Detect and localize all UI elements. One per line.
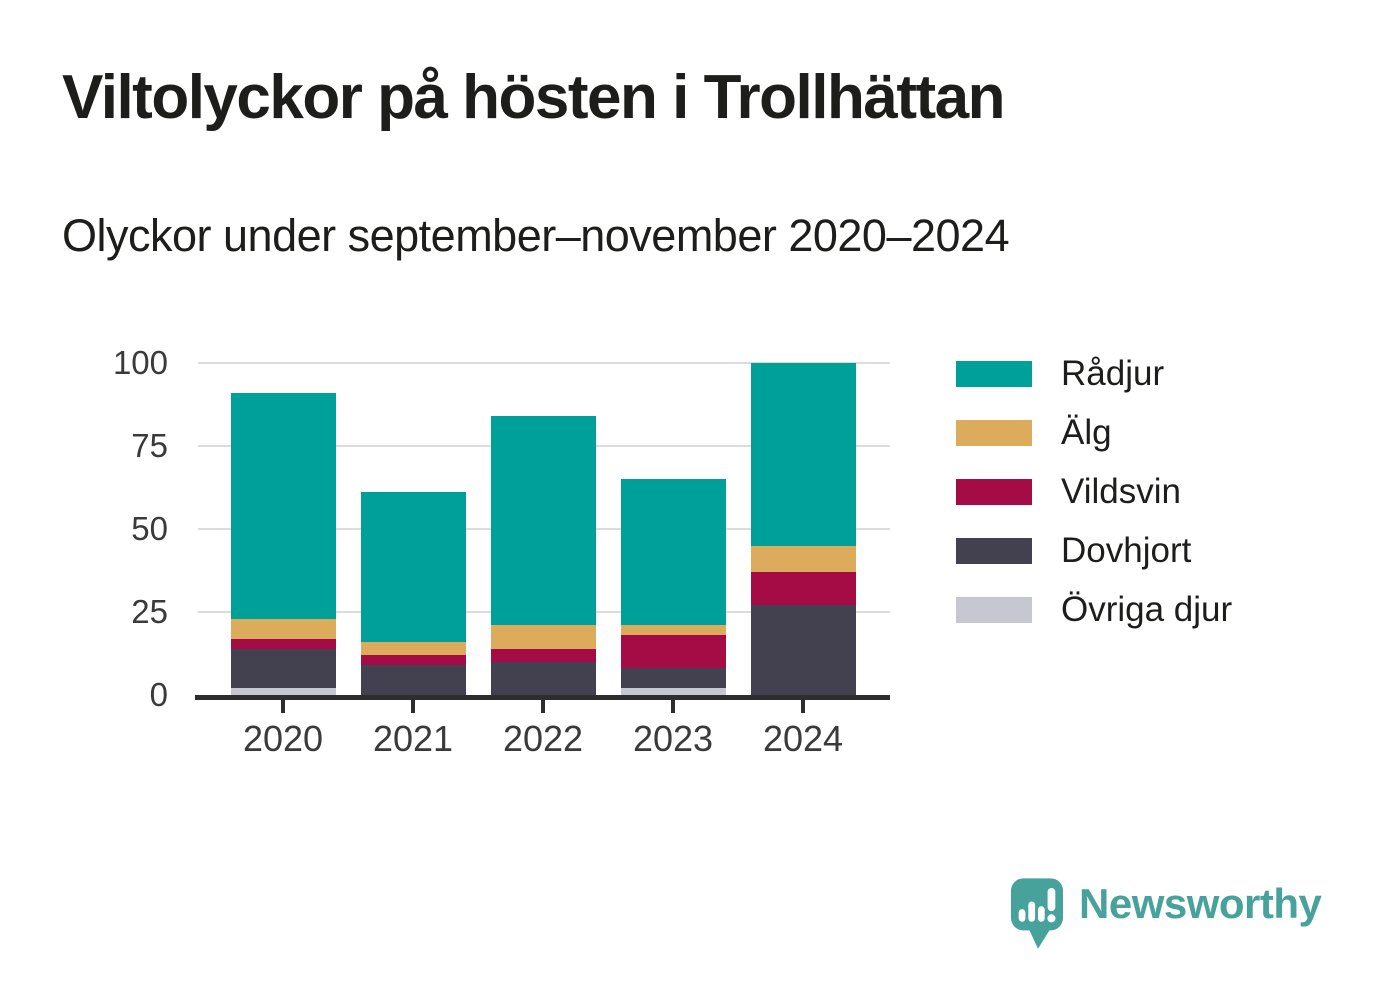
bar-2021 <box>360 492 466 695</box>
page-title: Viltolyckor på hösten i Trollhättan <box>62 63 1005 132</box>
x-tick-2024 <box>801 700 805 713</box>
speech-bubble-bar-chart-icon <box>1010 878 1064 949</box>
legend-swatch-Rådjur <box>956 361 1032 387</box>
x-label-2021: 2021 <box>372 718 454 759</box>
bar-2022 <box>490 416 596 695</box>
x-tick-2022 <box>541 700 545 713</box>
x-label-2022: 2022 <box>502 718 584 759</box>
bar-segment-2022-Rådjur <box>490 416 596 626</box>
bar-2023 <box>620 479 726 695</box>
bar-segment-2021-Älg <box>360 641 466 656</box>
y-label-50: 50 <box>131 510 168 547</box>
bar-2020 <box>230 392 336 695</box>
bar-segment-2020-Älg <box>230 618 336 639</box>
x-tick-2023 <box>671 700 675 713</box>
legend-label-Övriga djur: Övriga djur <box>1061 590 1233 629</box>
bar-segment-2021-Vildsvin <box>360 655 466 666</box>
x-label-2024: 2024 <box>762 718 844 759</box>
legend-row-Dovhjort: Dovhjort <box>956 531 1232 570</box>
y-label-25: 25 <box>131 593 168 630</box>
bar-segment-2022-Vildsvin <box>490 648 596 662</box>
bar-segment-2022-Älg <box>490 625 596 649</box>
bar-segment-2021-Rådjur <box>360 492 466 642</box>
legend-label-Rådjur: Rådjur <box>1061 354 1165 393</box>
bar-segment-2023-Dovhjort <box>620 668 726 689</box>
bar-2024 <box>750 363 856 695</box>
bar-segment-2023-Övriga djur <box>620 688 726 695</box>
plot-area <box>195 362 890 695</box>
bar-segment-2024-Dovhjort <box>750 605 856 695</box>
bar-segment-2022-Dovhjort <box>490 661 596 695</box>
legend-row-Älg: Älg <box>956 413 1232 452</box>
legend-swatch-Vildsvin <box>956 479 1032 505</box>
bar-segment-2020-Rådjur <box>230 392 336 619</box>
legend-label-Vildsvin: Vildsvin <box>1061 472 1181 511</box>
x-tick-2021 <box>411 700 415 713</box>
legend-label-Älg: Älg <box>1061 413 1112 452</box>
bar-segment-2023-Älg <box>620 625 726 636</box>
legend-label-Dovhjort: Dovhjort <box>1061 531 1192 570</box>
bar-segment-2020-Dovhjort <box>230 648 336 689</box>
x-tick-2020 <box>281 700 285 713</box>
chart-legend: Rådjur Älg Vildsvin Dovhjort Övriga djur <box>956 354 1232 656</box>
legend-row-Vildsvin: Vildsvin <box>956 472 1232 511</box>
x-label-2023: 2023 <box>632 718 714 759</box>
newsworthy-logo: Newsworthy <box>1010 877 1322 951</box>
bar-segment-2023-Rådjur <box>620 479 726 626</box>
bar-segment-2020-Vildsvin <box>230 638 336 649</box>
x-axis-line <box>195 695 890 700</box>
y-label-75: 75 <box>131 427 168 464</box>
legend-swatch-Älg <box>956 420 1032 446</box>
legend-swatch-Dovhjort <box>956 538 1032 564</box>
bar-segment-2024-Rådjur <box>750 363 856 546</box>
brand-name: Newsworthy <box>1079 880 1322 927</box>
bar-segment-2023-Vildsvin <box>620 635 726 669</box>
bar-segment-2024-Älg <box>750 545 856 573</box>
legend-row-Rådjur: Rådjur <box>956 354 1232 393</box>
gridline-100 <box>198 362 890 364</box>
legend-row-Övriga djur: Övriga djur <box>956 590 1232 629</box>
bar-segment-2020-Övriga djur <box>230 688 336 695</box>
bar-segment-2021-Dovhjort <box>360 665 466 695</box>
bar-segment-2024-Vildsvin <box>750 572 856 606</box>
legend-swatch-Övriga djur <box>956 597 1032 623</box>
page-subtitle: Olyckor under september–november 2020–20… <box>62 210 1010 261</box>
y-label-100: 100 <box>112 344 168 381</box>
y-label-0: 0 <box>149 676 168 713</box>
x-label-2020: 2020 <box>242 718 324 759</box>
